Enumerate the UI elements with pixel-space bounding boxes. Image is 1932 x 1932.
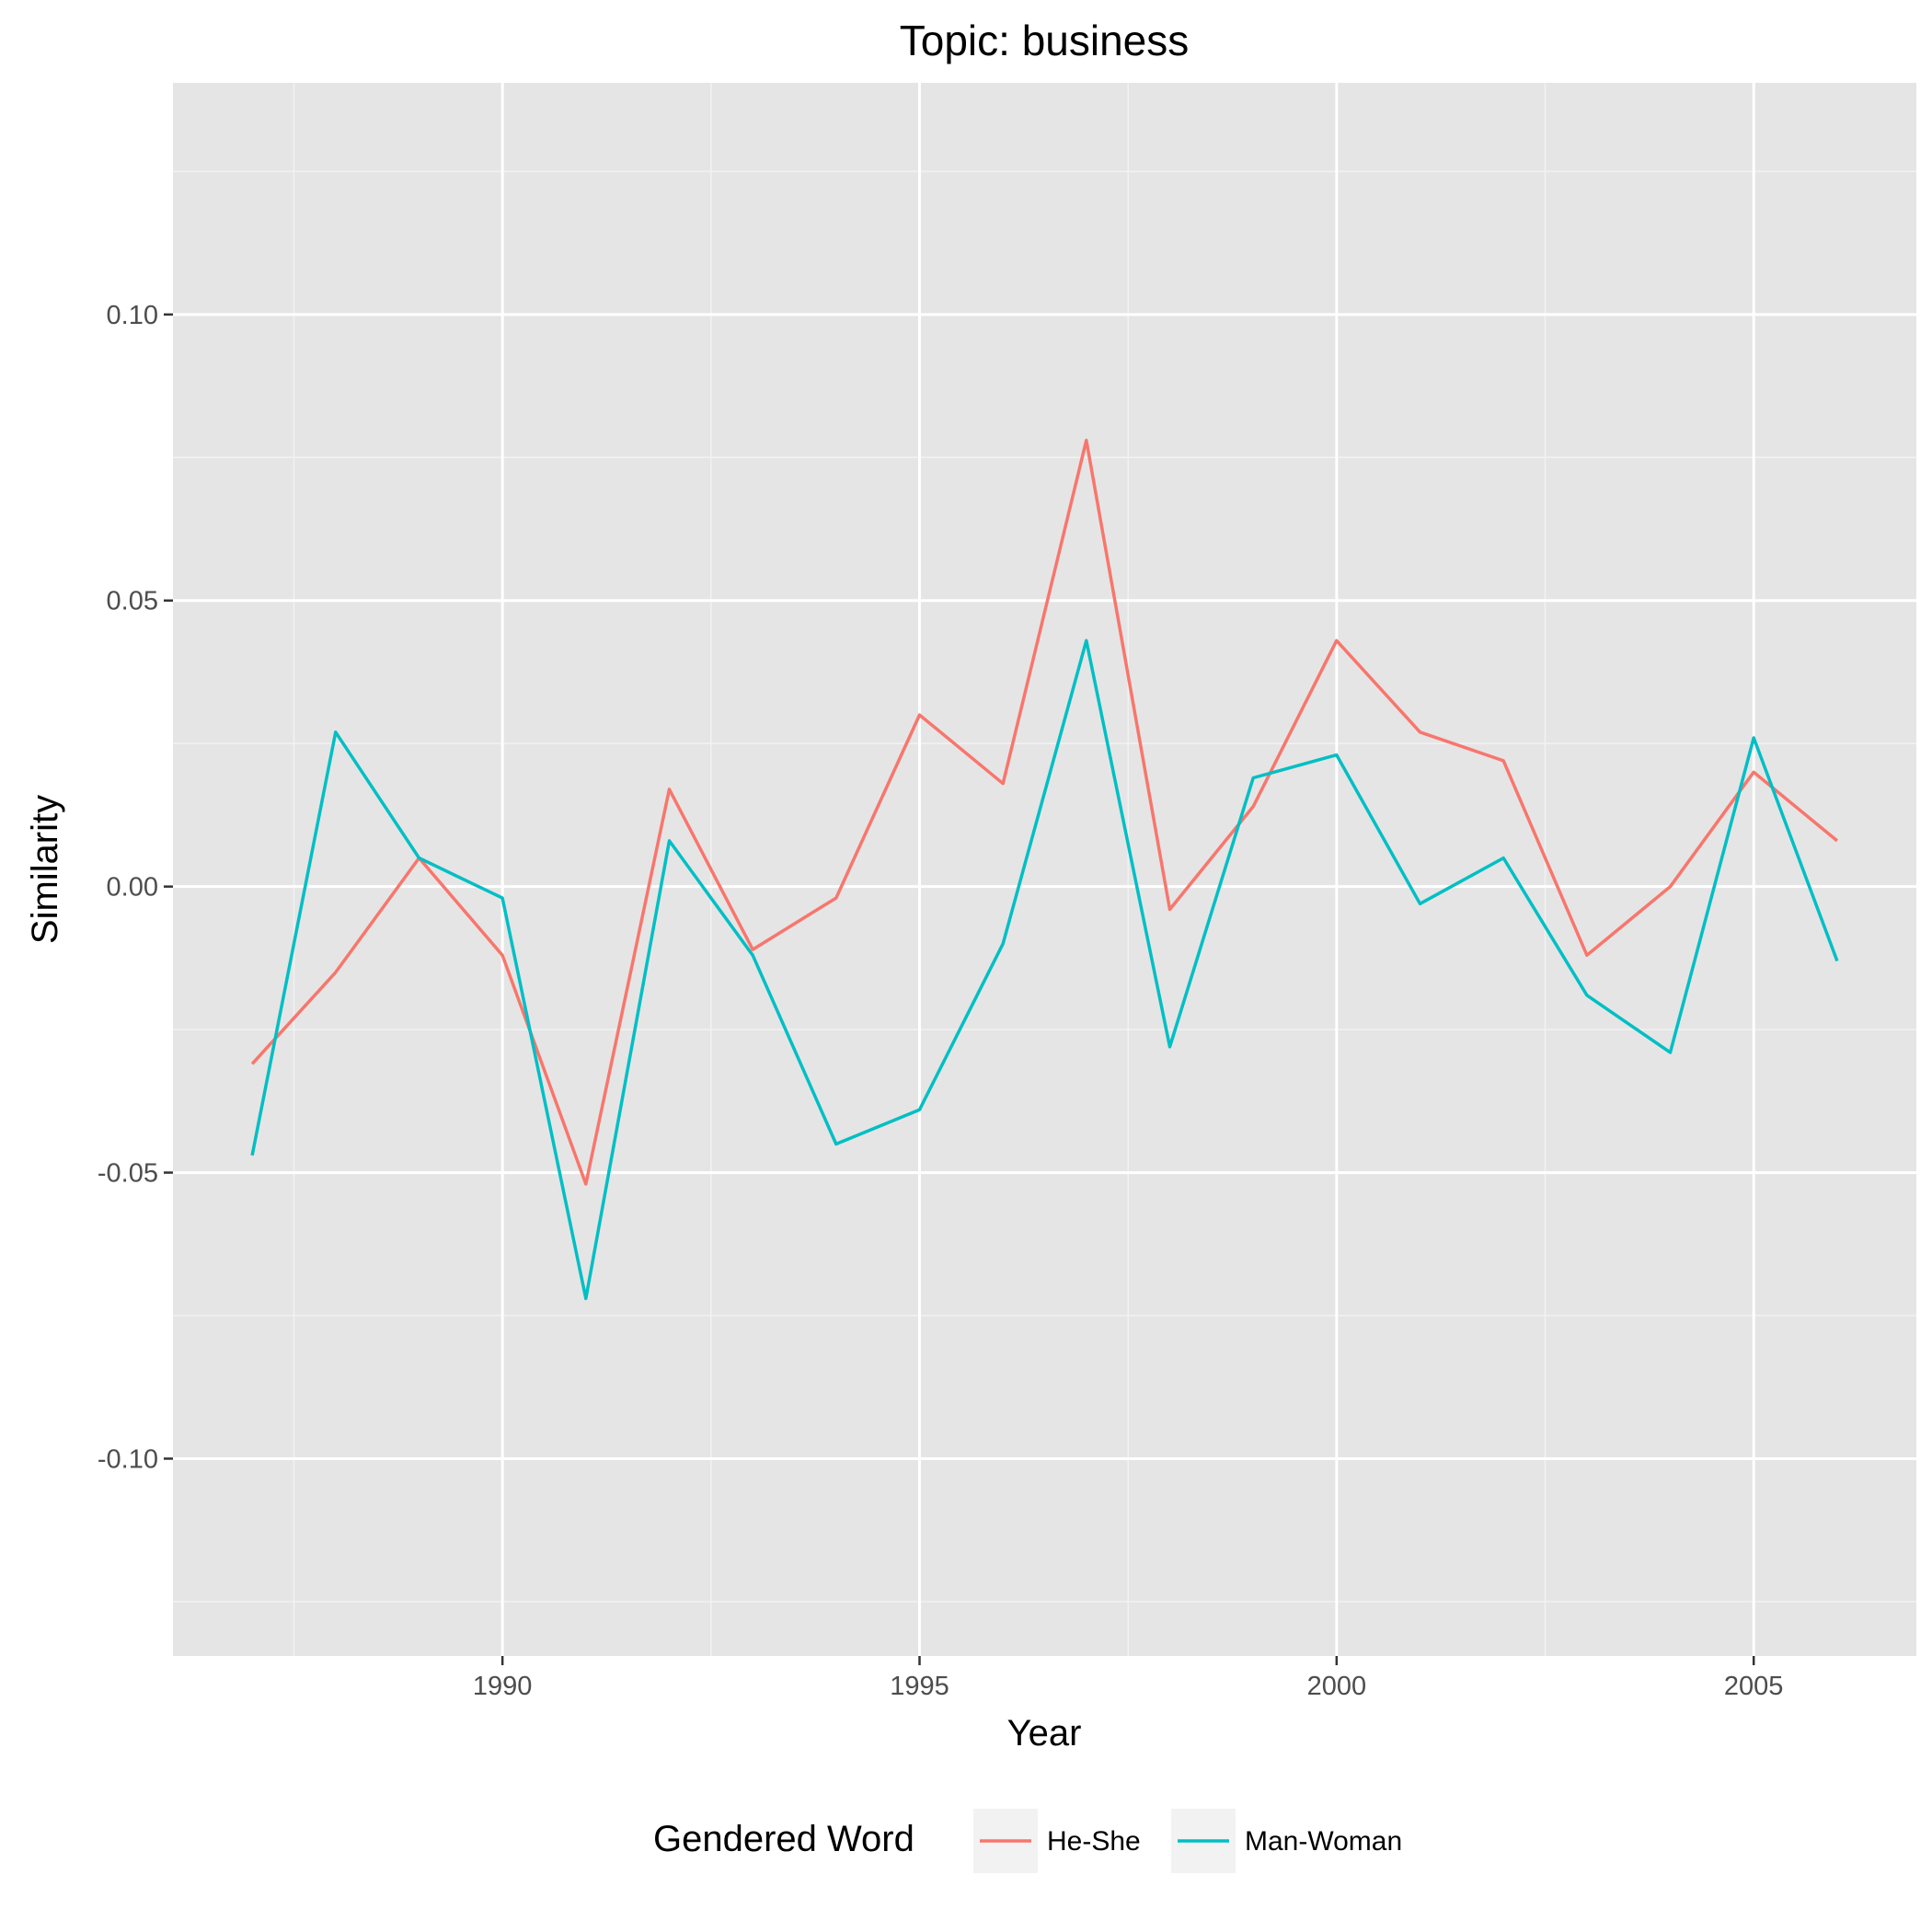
y-axis-title: Similarity	[25, 795, 65, 944]
chart-title: Topic: business	[900, 17, 1190, 64]
x-axis-title: Year	[1007, 1713, 1082, 1754]
plot-panel	[173, 83, 1916, 1656]
legend-title: Gendered Word	[653, 1819, 914, 1859]
y-tick-label: 0.05	[107, 587, 158, 616]
x-tick-label: 2000	[1307, 1672, 1367, 1701]
x-tick-label: 2005	[1724, 1672, 1784, 1701]
y-tick-label: 0.00	[107, 873, 158, 903]
y-tick-label: -0.05	[98, 1159, 158, 1189]
x-tick-label: 1995	[890, 1672, 949, 1701]
y-axis: -0.10 -0.05 0.00 0.05 0.10	[98, 301, 173, 1474]
legend: Gendered Word He-She Man-Woman	[653, 1809, 1402, 1873]
legend-label: Man-Woman	[1245, 1826, 1402, 1857]
y-tick-label: -0.10	[98, 1444, 158, 1474]
legend-label: He-She	[1047, 1826, 1141, 1857]
grid-major	[173, 83, 1916, 1656]
x-axis: 1990 1995 2000 2005	[473, 1656, 1784, 1701]
x-tick-label: 1990	[473, 1672, 533, 1701]
series-line-he-she	[250, 438, 1839, 1186]
series-lines	[250, 438, 1839, 1301]
y-tick-label: 0.10	[107, 301, 158, 330]
grid-minor	[173, 83, 1916, 1656]
series-line-man-woman	[250, 638, 1839, 1301]
